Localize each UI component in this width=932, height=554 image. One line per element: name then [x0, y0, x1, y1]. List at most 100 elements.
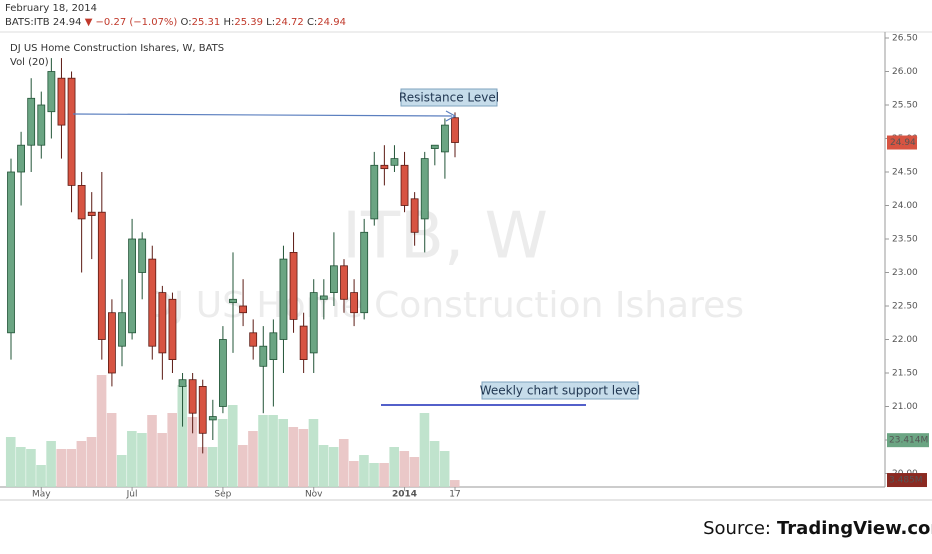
candle-body: [7, 171, 15, 334]
candle-body: [441, 124, 449, 153]
candle-body: [259, 345, 268, 367]
volume-bar: [328, 447, 339, 487]
l-label: L:: [266, 17, 275, 28]
watermark-name: DJ US Home Construction Ishares: [146, 285, 744, 326]
volume-title: Vol (20): [10, 57, 49, 68]
candle-body: [390, 158, 399, 166]
chart-title: DJ US Home Construction Ishares, W, BATS: [10, 43, 224, 54]
candle-body: [128, 238, 136, 334]
o-value: 25.31: [192, 17, 221, 28]
volume-bar: [389, 447, 399, 487]
y-tick-label: 24.50: [892, 168, 918, 178]
y-tick-label: 25.50: [892, 101, 918, 111]
y-tick-label: 22.50: [892, 302, 918, 312]
candle-body: [239, 305, 247, 314]
y-tick-label: 26.00: [892, 67, 918, 77]
candle-body: [47, 71, 56, 113]
annotation-box: [400, 88, 498, 107]
c-value: 24.94: [317, 17, 346, 28]
o-label: O:: [181, 17, 192, 28]
candle-body: [430, 144, 439, 149]
volume-bar: [66, 449, 77, 487]
volume-badge-bg: [887, 473, 927, 488]
price-badge-bg: [887, 135, 917, 150]
candle-body: [330, 265, 338, 293]
annotation: Resistance Level: [399, 91, 499, 105]
source-label: Source:: [703, 518, 771, 539]
volume-ma-badge: 23.414M: [889, 436, 928, 446]
candle-body: [229, 298, 237, 304]
volume-ma-badge-bg: [887, 433, 929, 448]
volume-bar: [177, 385, 188, 487]
candle-body: [370, 164, 379, 220]
volume-bar: [86, 437, 97, 487]
candle-body: [158, 292, 167, 354]
volume-bar: [127, 431, 137, 487]
candle-body: [138, 238, 147, 273]
candle-body: [360, 231, 369, 314]
candle-body: [67, 77, 76, 186]
y-tick-label: 22.00: [892, 335, 918, 345]
y-tick-label: 23.50: [892, 235, 918, 245]
volume-bar: [419, 413, 430, 487]
x-tick-label: Jul: [126, 490, 138, 500]
annotation-box: [481, 381, 639, 400]
volume-bar: [369, 463, 379, 487]
volume-bar: [278, 419, 288, 487]
candle-body: [198, 385, 207, 434]
volume-bar: [76, 441, 87, 487]
candle-body: [451, 117, 459, 143]
candle-body: [108, 312, 116, 374]
candle-body: [400, 164, 409, 206]
candle-body: [77, 184, 86, 220]
x-tick-label: Sep: [214, 490, 231, 500]
candle-body: [188, 379, 197, 414]
volume-bar: [106, 413, 117, 487]
x-tick-label: Nov: [305, 490, 323, 500]
candle-body: [279, 258, 288, 340]
volume-bar: [227, 405, 238, 487]
volume-bar: [56, 449, 66, 487]
volume-bar: [167, 413, 177, 487]
volume-bar: [217, 419, 228, 487]
c-label: C:: [307, 17, 317, 28]
x-tick-label: May: [32, 490, 51, 500]
x-tick-label: 2014: [392, 490, 417, 500]
x-tick-label: 17: [449, 490, 460, 500]
volume-bar: [268, 415, 278, 487]
volume-bar: [298, 429, 309, 487]
volume-bar: [429, 441, 440, 487]
h-label: H:: [223, 17, 234, 28]
volume-bar: [116, 455, 127, 487]
volume-bar: [439, 451, 450, 487]
candle-body: [350, 292, 358, 314]
l-value: 24.72: [275, 17, 304, 28]
annotation: Weekly chart support level: [480, 384, 641, 398]
candle-body: [37, 104, 46, 146]
volume-bar: [207, 447, 218, 487]
source-name: TradingView.com: [777, 518, 932, 539]
h-value: 25.39: [234, 17, 263, 28]
candle-body: [178, 379, 187, 387]
volume-bar: [338, 439, 349, 487]
candle-body: [168, 298, 177, 360]
candle-body: [289, 251, 298, 320]
y-tick-label: 21.50: [892, 369, 918, 379]
quote: BATS:ITB 24.94 ▼ −0.27 (−1.07%) O:25.31 …: [5, 17, 346, 28]
candle-body: [249, 332, 258, 347]
volume-bar: [399, 451, 410, 487]
y-tick-label: 24.00: [892, 201, 918, 211]
volume-bar: [197, 447, 208, 487]
volume-bar: [308, 419, 319, 487]
volume-bar: [187, 417, 198, 487]
candle-body: [27, 97, 36, 146]
date: February 18, 2014: [5, 3, 97, 14]
volume-bar: [379, 463, 389, 487]
volume-bar: [318, 445, 329, 487]
candle-body: [380, 164, 389, 170]
volume-bar: [248, 431, 258, 487]
resistance-arrow: [72, 113, 453, 117]
candle-body: [410, 198, 419, 233]
volume-bar: [137, 433, 147, 487]
